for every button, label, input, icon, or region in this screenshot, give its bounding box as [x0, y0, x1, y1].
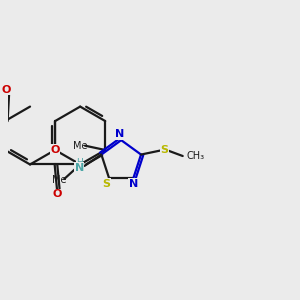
Text: Me: Me: [73, 141, 87, 151]
Text: N: N: [115, 129, 124, 140]
Text: S: S: [160, 145, 168, 155]
Text: Me: Me: [52, 176, 66, 185]
Text: H: H: [76, 158, 83, 167]
Text: O: O: [2, 85, 11, 95]
Text: N: N: [75, 163, 84, 173]
Text: S: S: [102, 178, 110, 189]
Text: O: O: [52, 189, 62, 199]
Text: O: O: [50, 145, 60, 155]
Text: N: N: [129, 178, 138, 189]
Text: CH₃: CH₃: [186, 151, 204, 161]
